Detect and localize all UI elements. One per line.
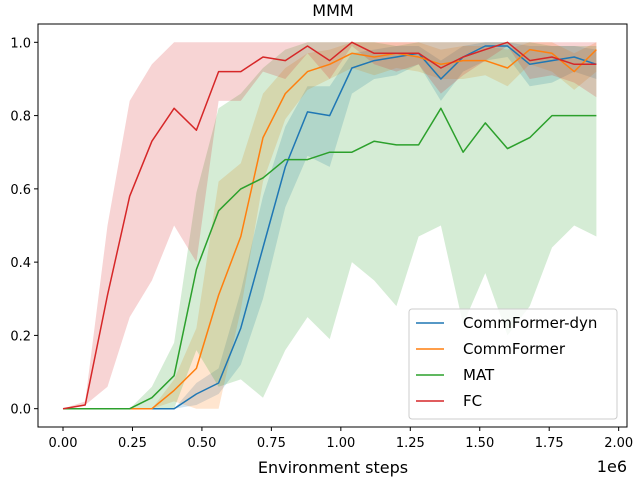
legend-label-commformer-dyn: CommFormer-dyn (463, 314, 597, 332)
x-axis-ticks: 0.00 0.25 0.50 0.75 1.00 1.25 1.50 1.75 2.00 (49, 427, 633, 451)
chart-title: MMM (312, 1, 353, 20)
legend-label-commformer: CommFormer (463, 340, 566, 358)
x-axis-label: Environment steps (258, 458, 408, 477)
series-line-fc (62, 41, 597, 410)
x-tick-label: 0.75 (257, 436, 286, 451)
y-tick-label: 0.0 (10, 403, 31, 418)
x-tick-label: 0.25 (118, 436, 147, 451)
series-line-mat (63, 107, 597, 410)
x-tick-label: 0.00 (49, 436, 78, 451)
x-tick-label: 0.50 (187, 436, 216, 451)
series-line-commformer (63, 48, 597, 410)
band-fc (63, 42, 597, 409)
y-tick-label: 0.4 (10, 256, 31, 271)
y-tick-label: 0.6 (10, 183, 31, 198)
x-tick-label: 1.75 (535, 436, 564, 451)
x-tick-label: 1.00 (326, 436, 355, 451)
x-axis-offset-label: 1e6 (597, 457, 627, 476)
plot-area-frame (37, 23, 628, 428)
y-tick-label: 0.2 (10, 329, 31, 344)
legend: CommFormer-dyn CommFormer MAT FC (408, 308, 618, 420)
y-tick-label: 1.0 (10, 36, 31, 51)
x-tick-label: 1.25 (396, 436, 425, 451)
y-axis-ticks: 0.0 0.2 0.4 0.6 0.8 1.0 (10, 36, 38, 418)
legend-label-fc: FC (463, 392, 482, 410)
legend-label-mat: MAT (463, 366, 495, 384)
legend-box (408, 308, 618, 420)
x-tick-label: 1.50 (465, 436, 494, 451)
series-lines (62, 41, 597, 410)
x-tick-label: 2.00 (604, 436, 633, 451)
y-tick-label: 0.8 (10, 110, 31, 125)
